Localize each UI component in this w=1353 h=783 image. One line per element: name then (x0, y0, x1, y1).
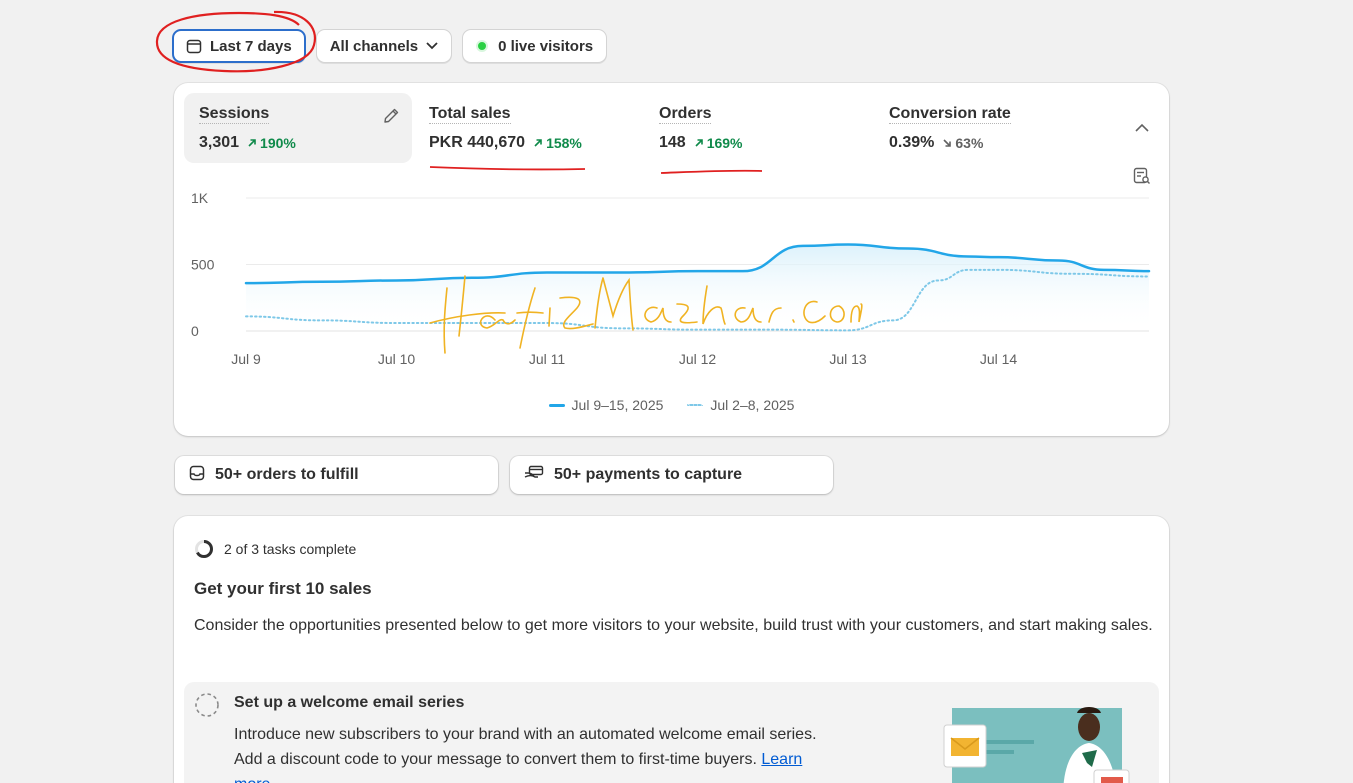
metric-change: 169% (694, 135, 743, 151)
legend-label-current: Jul 9–15, 2025 (571, 397, 664, 413)
metric-change-value: 169% (706, 135, 743, 151)
task-welcome-email[interactable]: Set up a welcome email series Introduce … (184, 682, 1159, 783)
metric-value: 0.39% (889, 134, 935, 151)
payments-to-capture-button[interactable]: 50+ payments to capture (510, 456, 833, 494)
legend-item-current[interactable]: Jul 9–15, 2025 (548, 397, 664, 413)
progress-ring-icon (195, 540, 213, 558)
sessions-line-chart: 1K 500 0 Jul 9 Jul 10 Jul 11 Jul 12 Jul 13 Jul 1… (191, 190, 1151, 367)
view-report-icon[interactable] (1133, 167, 1151, 190)
x-tick-label: Jul 13 (829, 351, 867, 367)
legend-swatch-solid (548, 403, 565, 407)
setup-guide-card: 2 of 3 tasks complete Get your first 10 … (174, 516, 1169, 783)
guide-description: Consider the opportunities presented bel… (194, 617, 1153, 634)
legend-label-previous: Jul 2–8, 2025 (710, 397, 795, 413)
y-tick-label: 500 (191, 257, 215, 273)
arrow-down-right-icon (943, 139, 952, 147)
date-range-button[interactable]: Last 7 days (172, 29, 306, 63)
live-visitors-label: 0 live visitors (498, 37, 594, 55)
metric-value: 148 (659, 134, 686, 151)
learn-more-link[interactable]: Learn more (234, 751, 803, 783)
chevron-up-icon[interactable] (1135, 119, 1149, 137)
arrow-up-right-icon (248, 139, 256, 147)
metric-sessions[interactable]: Sessions 3,301 190% (184, 93, 412, 163)
series-area-current (246, 244, 1149, 331)
inbox-icon (189, 465, 205, 486)
metric-change: 158% (533, 135, 582, 151)
metric-label: Total sales (429, 105, 511, 124)
task-incomplete-icon[interactable] (194, 692, 220, 723)
annotation-underline-orders (660, 169, 763, 174)
task-progress: 2 of 3 tasks complete (194, 539, 356, 559)
metric-total-sales[interactable]: Total sales PKR 440,670 158% (414, 93, 642, 163)
filter-bar: Last 7 days All channels 0 live visitors (172, 29, 608, 63)
x-tick-label: Jul 12 (679, 351, 717, 367)
metric-change: 63% (942, 135, 983, 151)
live-status-dot-icon (476, 40, 489, 52)
payments-to-capture-label: 50+ payments to capture (554, 466, 743, 483)
y-tick-label: 1K (191, 190, 209, 206)
payment-hand-icon (524, 465, 544, 486)
chart-legend: Jul 9–15, 2025 Jul 2–8, 2025 (174, 397, 1169, 413)
chevron-down-icon (426, 42, 438, 50)
legend-item-previous[interactable]: Jul 2–8, 2025 (687, 397, 794, 413)
task-title: Set up a welcome email series (234, 694, 465, 711)
task-progress-label: 2 of 3 tasks complete (224, 541, 357, 557)
date-range-label: Last 7 days (210, 37, 292, 55)
x-tick-label: Jul 14 (980, 351, 1018, 367)
arrow-up-right-icon (534, 139, 542, 147)
x-tick-label: Jul 11 (529, 351, 566, 367)
metric-label: Orders (659, 105, 712, 124)
metric-orders[interactable]: Orders 148 169% (644, 93, 872, 163)
edit-pencil-icon[interactable] (383, 107, 400, 129)
annotation-underline-sales (429, 166, 586, 171)
metric-change-value: 158% (546, 135, 582, 151)
metric-label: Sessions (199, 105, 270, 124)
metric-change-value: 63% (955, 135, 984, 151)
metric-label: Conversion rate (889, 105, 1011, 124)
series-line-previous (245, 268, 1150, 332)
legend-swatch-dotted (687, 404, 704, 406)
metric-conversion-rate[interactable]: Conversion rate 0.39% 63% (874, 93, 1102, 163)
metric-value: 3,301 (199, 134, 240, 151)
x-tick-label: Jul 10 (378, 351, 416, 367)
arrow-up-right-icon (695, 139, 703, 147)
orders-to-fulfill-label: 50+ orders to fulfill (215, 466, 359, 483)
guide-title: Get your first 10 sales (194, 579, 372, 598)
metric-value: PKR 440,670 (429, 134, 526, 151)
calendar-icon (186, 38, 202, 54)
analytics-card: Sessions 3,301 190% Total sales PKR 440,… (174, 83, 1169, 436)
y-tick-label: 0 (191, 323, 199, 339)
live-visitors-button[interactable]: 0 live visitors (462, 29, 608, 63)
email-illustration (943, 707, 1130, 783)
metric-change-value: 190% (260, 135, 296, 151)
channel-label: All channels (329, 37, 419, 55)
x-tick-label: Jul 9 (231, 351, 261, 367)
task-description: Introduce new subscribers to your brand … (234, 722, 834, 783)
metric-change: 190% (247, 135, 296, 151)
orders-to-fulfill-button[interactable]: 50+ orders to fulfill (175, 456, 498, 494)
series-line-current (244, 243, 1151, 285)
task-description-text: Introduce new subscribers to your brand … (234, 726, 817, 768)
channel-select[interactable]: All channels (315, 29, 453, 63)
